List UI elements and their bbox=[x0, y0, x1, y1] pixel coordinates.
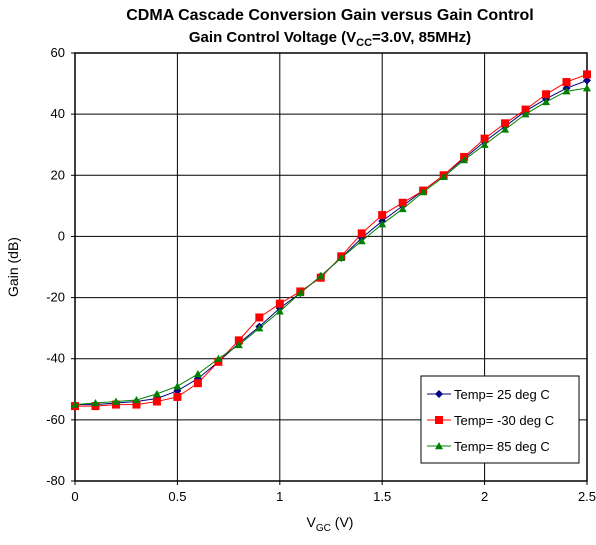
marker bbox=[275, 299, 284, 308]
subtitle-subscript: CC bbox=[356, 37, 372, 49]
marker bbox=[173, 392, 182, 401]
marker bbox=[562, 87, 571, 95]
x-tick-label: 0 bbox=[71, 489, 78, 504]
marker bbox=[132, 400, 141, 409]
marker bbox=[378, 211, 387, 220]
subtitle-part: Gain Control Voltage (V bbox=[189, 29, 356, 46]
marker bbox=[521, 105, 530, 114]
series-line bbox=[75, 73, 588, 407]
y-tick-label: -60 bbox=[46, 412, 65, 427]
y-tick-label: 20 bbox=[51, 167, 65, 182]
marker bbox=[296, 288, 305, 297]
x-axis-label: VGC (V) bbox=[307, 514, 354, 534]
marker bbox=[562, 78, 571, 87]
marker bbox=[132, 395, 141, 404]
series-line bbox=[74, 87, 588, 406]
marker bbox=[419, 188, 428, 196]
y-axis-label: Gain (dB) bbox=[5, 237, 21, 297]
x-tick-label: 1.5 bbox=[373, 489, 391, 504]
y-tick-label: -40 bbox=[46, 351, 65, 366]
marker bbox=[91, 399, 100, 407]
marker bbox=[542, 90, 551, 99]
chart-subtitle: Gain Control Voltage (VCC=3.0V, 85MHz) bbox=[189, 29, 471, 49]
x-tick-label: 0.5 bbox=[168, 489, 186, 504]
marker bbox=[435, 442, 443, 450]
y-tick-label: 60 bbox=[51, 45, 65, 60]
marker bbox=[460, 156, 469, 164]
marker bbox=[501, 119, 510, 128]
marker bbox=[583, 70, 591, 79]
y-tick-label: 0 bbox=[58, 228, 65, 243]
marker bbox=[357, 237, 366, 245]
marker bbox=[501, 125, 510, 133]
marker bbox=[398, 204, 407, 213]
marker bbox=[542, 97, 551, 106]
marker bbox=[214, 354, 223, 362]
marker bbox=[71, 400, 79, 408]
marker bbox=[583, 84, 591, 92]
marker bbox=[255, 313, 264, 322]
marker bbox=[378, 220, 387, 228]
marker bbox=[521, 110, 530, 118]
marker bbox=[583, 76, 591, 85]
marker bbox=[439, 172, 448, 181]
marker bbox=[193, 370, 202, 378]
marker bbox=[435, 390, 443, 398]
marker bbox=[480, 134, 489, 143]
y-tick-label: 40 bbox=[51, 106, 65, 121]
y-tick-label: -20 bbox=[46, 290, 65, 305]
marker bbox=[316, 272, 325, 280]
x-tick-label: 1 bbox=[276, 489, 283, 504]
xlabel-part: (V) bbox=[331, 514, 354, 530]
legend-label: Temp= 85 deg C bbox=[454, 439, 550, 454]
marker bbox=[111, 397, 120, 405]
marker bbox=[275, 307, 284, 315]
marker bbox=[480, 140, 489, 148]
series-line bbox=[75, 80, 588, 406]
marker bbox=[357, 229, 366, 238]
legend-label: Temp= -30 deg C bbox=[454, 413, 554, 428]
legend-label: Temp= 25 deg C bbox=[454, 387, 550, 402]
x-tick-label: 2.5 bbox=[578, 489, 596, 504]
marker bbox=[398, 198, 407, 207]
marker bbox=[152, 397, 161, 406]
chart-title: CDMA Cascade Conversion Gain versus Gain… bbox=[126, 7, 534, 24]
marker bbox=[234, 340, 243, 349]
marker bbox=[152, 389, 161, 398]
xlabel-part: V bbox=[307, 514, 317, 530]
marker bbox=[193, 379, 202, 388]
y-tick-label: -80 bbox=[46, 473, 65, 488]
xlabel-subscript: GC bbox=[316, 523, 331, 534]
marker bbox=[435, 416, 443, 424]
x-tick-label: 2 bbox=[481, 489, 488, 504]
plot-frame bbox=[74, 52, 588, 482]
marker bbox=[337, 253, 346, 262]
marker bbox=[255, 324, 264, 332]
subtitle-part: =3.0V, 85MHz) bbox=[372, 29, 471, 46]
marker bbox=[234, 336, 243, 345]
marker bbox=[173, 382, 182, 390]
